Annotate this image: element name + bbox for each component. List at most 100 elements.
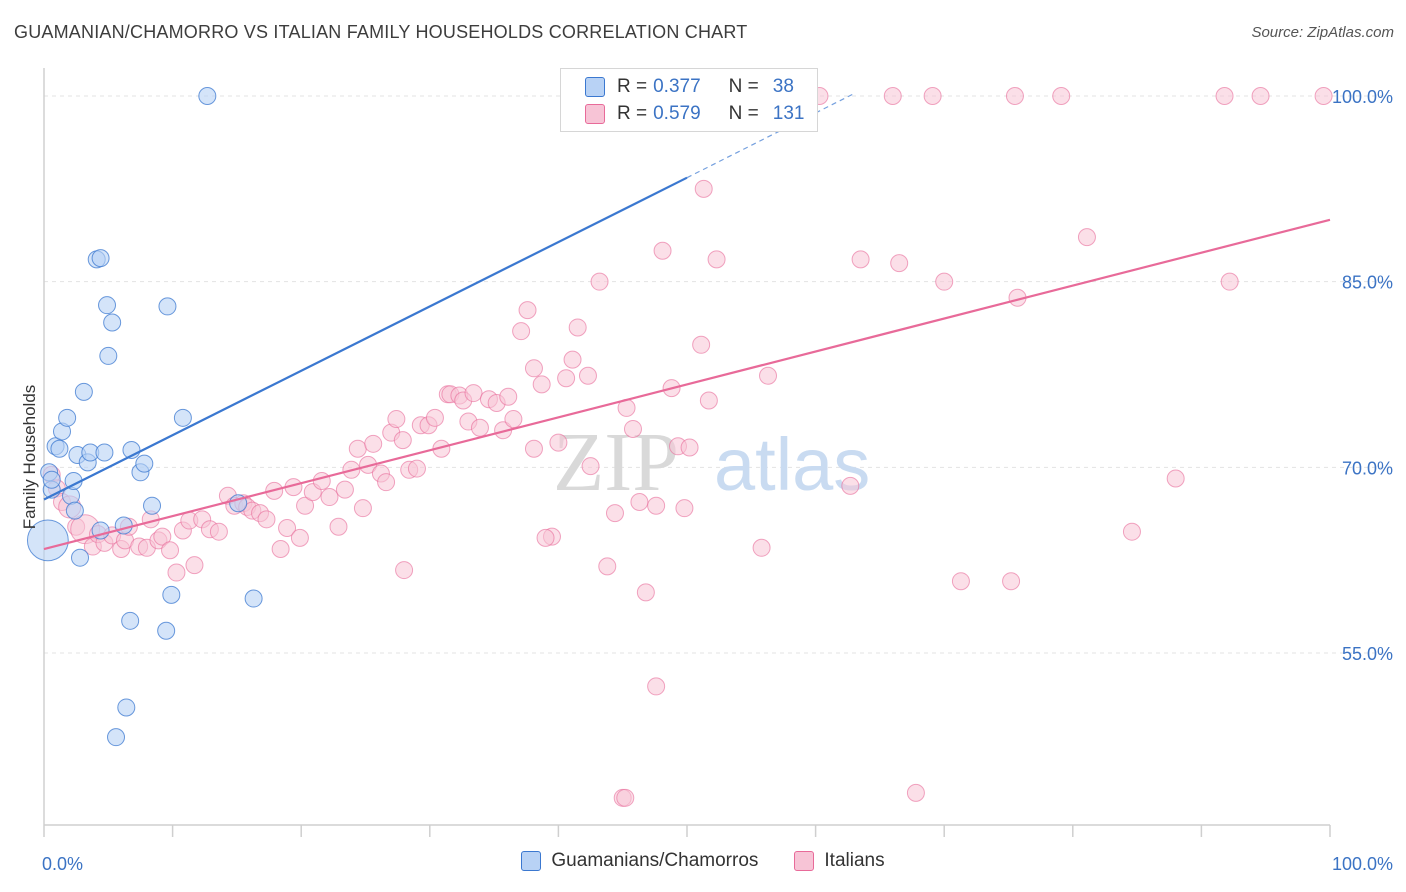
blue-swatch (585, 77, 605, 97)
italian-point (581, 457, 600, 476)
italian-point (393, 431, 412, 450)
italian-point (153, 527, 172, 546)
legend-n-value-italian: 131 (772, 103, 805, 124)
italian-point (563, 350, 582, 369)
italian-point (1002, 572, 1021, 591)
italian-point (271, 540, 290, 559)
zipatlas-watermark: ZIP atlas (553, 416, 870, 509)
italian-trend-line (43, 218, 1331, 551)
italian-point (1077, 228, 1096, 247)
guamanian-point (135, 454, 154, 473)
guamanian-point (50, 439, 69, 458)
series-legend: Guamanians/Chamorros Italians (0, 850, 1406, 872)
italian-point (605, 504, 624, 523)
italian-point (296, 496, 315, 515)
italian-point (320, 488, 339, 507)
guamanian-point (71, 548, 90, 567)
legend-r-value-guamanian: 0.377 (653, 76, 701, 97)
italian-point (278, 518, 297, 537)
x-tick-label: 0.0% (42, 854, 83, 874)
guamanian-point (91, 249, 110, 268)
correlation-legend: R = 0.377 N = 38 R = 0.579 N = 131 (560, 68, 818, 132)
italian-point (312, 471, 331, 490)
italian-point (675, 499, 694, 518)
guamanian-point (65, 501, 84, 520)
italian-point (951, 572, 970, 591)
italian-point (841, 476, 860, 495)
italians-points (42, 87, 1333, 807)
guamanian-point (157, 621, 176, 640)
italian-point (407, 459, 426, 478)
italian-point (616, 788, 635, 807)
guamanian-point (198, 87, 217, 105)
italian-point (1251, 87, 1270, 105)
source-label: Source: ZipAtlas.com (1251, 24, 1394, 41)
guamanian-points (26, 87, 263, 747)
italian-point (512, 322, 531, 341)
italian-point (387, 410, 406, 429)
italian-point (1220, 272, 1239, 291)
italian-point (499, 387, 518, 406)
italian-point (568, 318, 587, 337)
italian-point (549, 433, 568, 452)
italian-point (329, 517, 348, 536)
legend-n-value-guamanian: 38 (772, 76, 794, 97)
legend-n-label: N = (728, 76, 759, 97)
italian-point (504, 410, 523, 429)
italian-point (851, 250, 870, 269)
italian-point (377, 473, 396, 492)
legend-r-label: R = (617, 76, 648, 97)
italian-point (524, 359, 543, 378)
guamanian-point (117, 698, 136, 717)
guamanian-trend-line (43, 176, 688, 501)
guamanian-point (158, 297, 177, 316)
guamanian-point (173, 408, 192, 427)
guamanian-point (114, 516, 133, 535)
italian-point (752, 538, 771, 557)
italian-point (425, 408, 444, 427)
series-legend-guamanian[interactable]: Guamanians/Chamorros (521, 850, 758, 872)
italian-point (636, 583, 655, 602)
italian-point (699, 391, 718, 410)
guamanian-point (42, 470, 61, 489)
italian-point (364, 434, 383, 453)
italian-point (692, 335, 711, 354)
italian-point (906, 783, 925, 802)
y-tick-label: 100.0% (1332, 87, 1393, 107)
italian-point (1122, 522, 1141, 541)
italian-point (647, 496, 666, 515)
series-legend-italian[interactable]: Italians (794, 850, 885, 872)
italian-point (209, 522, 228, 541)
italian-point (1166, 469, 1185, 488)
guamanian-point (74, 382, 93, 401)
trend-lines (43, 92, 1331, 551)
guamanian-point (98, 296, 117, 315)
guamanian-trend-extension (686, 92, 855, 179)
italian-point (161, 541, 180, 560)
italian-point (353, 499, 372, 518)
italian-point (524, 439, 543, 458)
guamanian-point (99, 346, 118, 365)
italian-point (598, 557, 617, 576)
guamanian-point (95, 443, 114, 462)
italian-point (630, 492, 649, 511)
italian-point (707, 250, 726, 269)
series-legend-label: Guamanians/Chamorros (551, 850, 759, 871)
italian-point (536, 528, 555, 547)
italian-point (290, 528, 309, 547)
italian-point (185, 556, 204, 575)
italian-point (470, 418, 489, 437)
y-axis-label: Family Households (20, 385, 39, 530)
legend-r-label: R = (617, 103, 648, 124)
italian-point (935, 272, 954, 291)
tick-labels: 55.0% 70.0% 85.0% 100.0% 0.0% 100.0% (42, 87, 1393, 874)
italian-point (923, 87, 942, 105)
pink-swatch (794, 851, 815, 871)
italian-point (578, 366, 597, 385)
italian-point (464, 384, 483, 403)
legend-row-italian: R = 0.579 N = 131 (585, 101, 804, 127)
guamanian-point (121, 611, 140, 630)
italian-point (759, 366, 778, 385)
axes (43, 68, 1331, 837)
guamanian-point (107, 728, 126, 747)
